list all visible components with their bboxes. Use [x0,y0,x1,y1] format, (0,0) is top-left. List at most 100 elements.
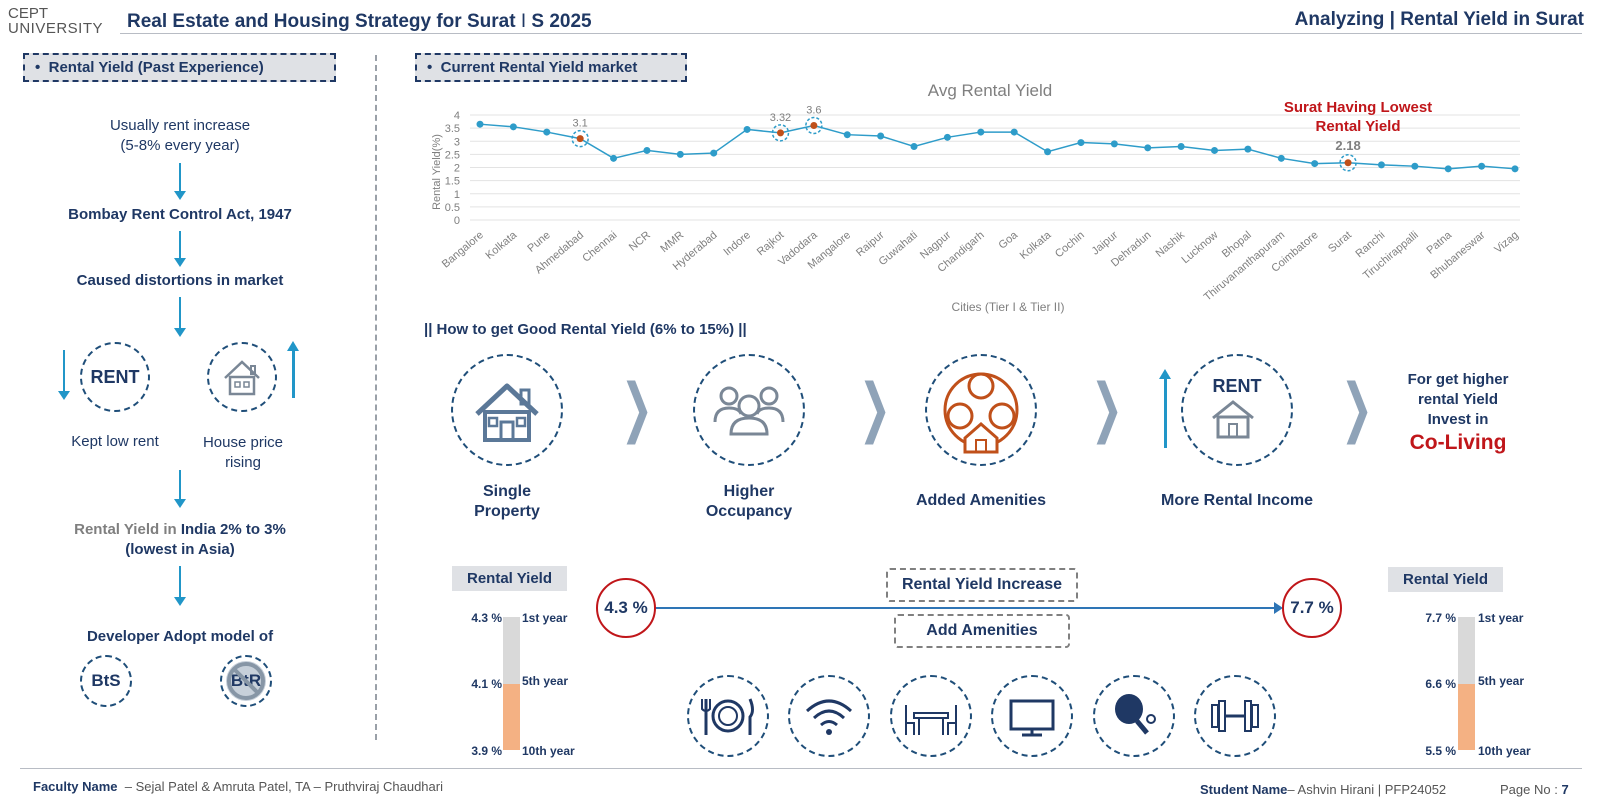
chevron-right-icon: ❯ [1090,371,1123,445]
add-amenities-label: Add Amenities [894,614,1070,648]
right-title: Analyzing | Rental Yield in Surat [1294,9,1584,30]
page-title: Real Estate and Housing Strategy for Sur… [127,11,592,33]
faculty-names: – Sejal Patel & Amruta Patel, TA – Pruth… [124,779,443,794]
chart-xtick-label: NCR [627,229,653,254]
more-income-circle: RENT [1181,354,1293,466]
chart-title: Avg Rental Yield [928,81,1052,100]
yield-bar-orange-left [503,684,520,750]
chart-ytick-label: 3 [454,136,460,148]
chart-xtick-label: MMR [658,229,686,255]
amenities-icon [943,372,1019,454]
india-yield-range: India 2% to 3% [180,521,286,538]
right-year-2: 5th year [1478,674,1525,688]
prohibited-icon [227,662,265,700]
bullet: • [427,59,433,76]
added-amenities-circle [925,354,1037,466]
chart-point [1211,146,1219,154]
chart-point [1077,139,1085,147]
chart-point [977,128,985,136]
higher-occupancy-circle [693,354,805,466]
step-rent-increase: Usually rent increase (5-8% every year) [109,117,251,154]
right-yield-val-2: 6.6 % [1425,677,1456,691]
start-pct-circle: 4.3 % [596,578,656,638]
step-label-more-income: More Rental Income [1160,492,1314,509]
chevron-right-icon: ❯ [1340,371,1373,445]
chart-xtick-label: Goa [996,229,1020,252]
left-section-label: • Rental Yield (Past Experience) [23,53,336,82]
rent-down-arrow-icon [58,350,70,400]
chart-xlabel: Cities (Tier I & Tier II) [952,300,1065,314]
chart-xtick-label: Vizag [1492,229,1521,256]
student-name: – Ashvin Hirani | PFP24052 [1287,782,1447,797]
left-yield-val-1: 4.3 % [471,611,502,625]
chart-point [1444,165,1452,173]
student-label: Student Name [1200,782,1288,797]
chart-point [1110,140,1118,148]
title-sep: I [520,11,527,32]
chart-point [1411,162,1419,170]
chart-xtick-label: Kolkata [1018,229,1054,262]
chart-xtick-label: Pune [525,229,552,255]
arrow-down-icon [174,163,186,200]
bts-label: BtS [91,671,121,690]
chart-point [1478,162,1486,170]
dining-icon [687,675,769,757]
chart-point [509,123,517,131]
left-year-1: 1st year [522,611,568,625]
step-developer: Developer Adopt model of [86,628,274,645]
chart-highlight-ring [805,116,823,135]
end-pct-circle: 7.7 % [1282,578,1342,638]
chart-point [676,150,684,158]
chart-ytick-label: 0 [454,215,460,227]
house-icon [1212,400,1254,439]
chart-point [943,133,951,141]
tv-icon [991,675,1073,757]
chart-point-highlight [576,135,584,143]
btr-circle: BtR [220,655,272,707]
yield-bar-orange-right [1458,684,1475,750]
chart-point [1177,143,1185,150]
table-tennis-icon [1093,675,1175,757]
chart-point-highlight [1344,159,1352,167]
chart-xtick-label: Bangalore [440,229,486,270]
right-yield-val-3: 5.5 % [1425,744,1456,758]
chart-point [1244,145,1252,153]
bullet: • [35,59,41,76]
final-text: For get higher rental Yield Invest in [1407,371,1509,428]
step-label-single-property: Single Property [474,483,540,520]
chart-point [1010,128,1018,136]
left-yield-val-3: 3.9 % [471,744,502,758]
header-divider [120,33,1582,34]
step-rent-control: Bombay Rent Control Act, 1947 [68,206,292,223]
chart-point [1277,154,1285,162]
chart-xtick-label: Indore [721,229,753,258]
chart-point [1377,161,1385,169]
student-info: Student Name– Ashvin Hirani | PFP24052 [1200,782,1446,797]
wifi-icon [788,675,870,757]
chart-point-highlight [810,122,818,129]
chart-xtick-label: Kolkata [483,229,519,262]
chart-point [610,154,618,162]
page-number: Page No : 7 [1500,782,1569,797]
india-yield-prefix: Rental Yield in [74,521,181,538]
rent-circle: RENT [80,342,150,412]
chart-ytick-label: 0.5 [445,202,460,214]
rental-yield-chart: Avg Rental Yield Rental Yield(%) Cities … [431,81,1521,314]
page-num: 7 [1561,782,1569,797]
chart-xtick-label: Cochin [1053,229,1087,260]
chart-point [843,131,851,139]
right-year-3: 10th year [1478,744,1531,758]
title-main: Real Estate and Housing Strategy for Sur… [127,11,516,32]
gym-icon [1194,675,1276,757]
price-up-arrow-icon [287,341,299,398]
bts-circle: BtS [80,655,132,707]
yield-bar-grey-left [503,617,520,684]
chevron-right-icon: ❯ [620,371,653,445]
chart-highlight-ring [571,129,589,148]
chart-xtick-label: Chennai [580,229,619,265]
chart-series-line [479,123,1516,170]
rental-yield-tag-right: Rental Yield [1388,567,1503,592]
cept-logo: CEPT UNIVERSITY [8,6,103,36]
chart-ytick-label: 2.5 [445,149,460,161]
chart-ylabel: Rental Yield(%) [431,134,443,210]
